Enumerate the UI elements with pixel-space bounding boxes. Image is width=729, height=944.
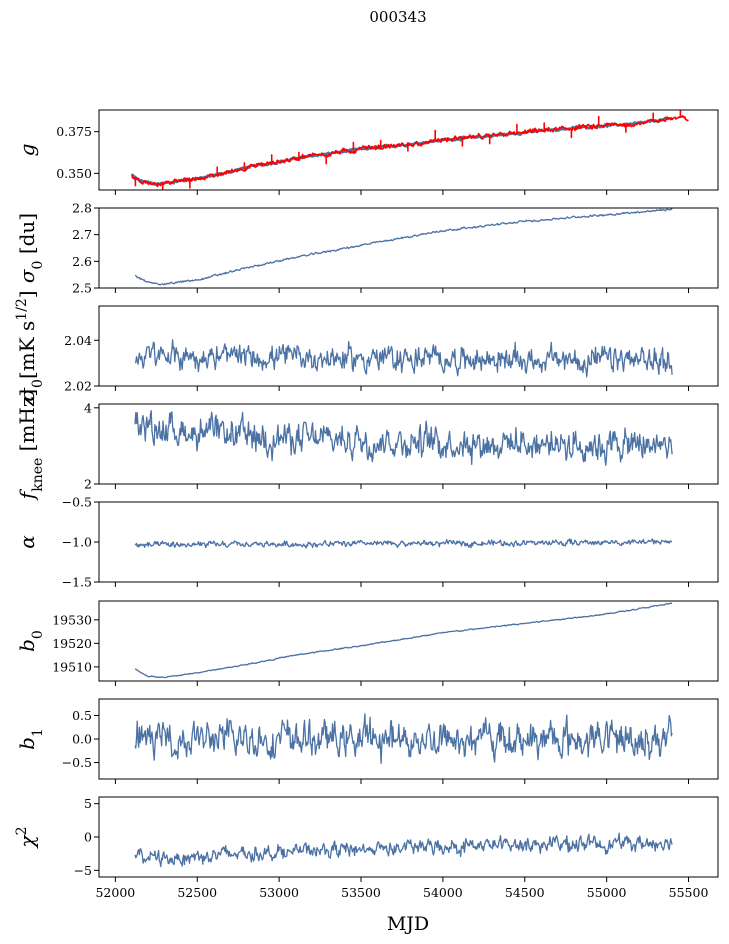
y-axis-label-part: σ — [15, 268, 39, 283]
x-tick-label: 54500 — [505, 885, 545, 900]
y-tick-label: 2.6 — [72, 254, 92, 269]
y-tick-label: 0.0 — [72, 732, 92, 747]
y-tick-label: −0.5 — [62, 755, 92, 770]
panel-7: −0.5 0.0 0.5 b1 — [15, 698, 719, 784]
y-axis-label-part: 0 — [30, 261, 46, 270]
y-axis-label: b1 — [15, 728, 46, 750]
x-tick-label: 54000 — [423, 885, 463, 900]
y-tick-label: 19520 — [52, 636, 92, 651]
series-line-1 — [134, 339, 673, 378]
y-tick-label: −5 — [74, 863, 92, 878]
x-axis-label: MJD — [387, 913, 429, 935]
x-tick-label: 52500 — [177, 885, 217, 900]
y-tick-label: 19530 — [52, 612, 92, 627]
y-axis-label: α — [15, 535, 39, 549]
y-tick-label: 2.8 — [72, 201, 92, 216]
y-axis-label-part: b — [15, 639, 39, 652]
figure-title: 000343 — [369, 8, 426, 26]
y-tick-label: 0.375 — [56, 124, 92, 139]
series-line-1 — [134, 832, 673, 868]
y-tick-label: 0.350 — [56, 166, 92, 181]
panel-8: −5 0 5 52000 52500 53000 53500 54000 54500 55000 5… — [14, 796, 719, 900]
axes-frame — [98, 796, 719, 878]
y-tick-label: 0.5 — [72, 708, 92, 723]
x-tick-label: 53000 — [259, 885, 299, 900]
x-tick-label: 53500 — [341, 885, 381, 900]
y-axis-label-part: χ — [15, 834, 39, 850]
y-tick-label: 4 — [84, 400, 92, 415]
y-axis-label-part: 2 — [14, 826, 30, 835]
x-tick-label: 52000 — [95, 885, 135, 900]
y-axis-label: fknee [mHz] — [15, 389, 46, 501]
panel-5: −1.5 −1.0 −0.5 α — [15, 495, 719, 590]
y-axis-label-part: 0 — [30, 630, 46, 639]
y-axis-label-part: [mHz] — [15, 389, 39, 458]
x-tick-label: 55500 — [669, 885, 709, 900]
axes-frame — [98, 403, 719, 485]
y-tick-label: 5 — [84, 796, 92, 811]
y-axis-label-part: 1/2 — [14, 298, 30, 321]
axes-frame — [98, 207, 719, 289]
panel-2: 2.5 2.6 2.7 2.8 σ0 [du] — [15, 201, 719, 296]
y-axis-label-part: knee — [30, 458, 46, 492]
y-axis-label: σ0 [du] — [15, 213, 46, 283]
y-axis-label-part: b — [15, 737, 39, 750]
y-axis-label-part: g — [15, 144, 39, 157]
series-line-1 — [134, 538, 673, 549]
panel-4: 2 4 fknee [mHz] — [15, 389, 719, 501]
y-axis-label-part: 1 — [30, 728, 46, 737]
y-axis-label-part: ] — [15, 290, 39, 298]
panel-1: 0.350 0.375 g — [15, 109, 719, 195]
y-tick-label: 0 — [84, 830, 92, 845]
series-line-1 — [134, 713, 673, 764]
series-line-2 — [131, 110, 689, 190]
y-tick-label: 2.02 — [64, 379, 92, 394]
y-axis-label: χ2 — [14, 826, 39, 849]
y-axis-label: b0 — [15, 630, 46, 652]
y-tick-label: 2.7 — [72, 227, 92, 242]
y-axis-label-part: 0 — [30, 379, 46, 388]
panel-6: 19510 19520 19530 b0 — [15, 600, 719, 686]
axes-frame — [98, 305, 719, 387]
y-axis-label-part: α — [15, 535, 39, 549]
y-axis-label: σ0[mK s1/2] — [14, 290, 46, 401]
y-tick-label: 2.5 — [72, 281, 92, 296]
y-axis-label-part: [mK s — [15, 321, 39, 379]
panel-3: 2.02 2.04 σ0[mK s1/2] — [14, 290, 719, 402]
y-tick-label: −0.5 — [62, 495, 92, 510]
y-tick-label: −1.0 — [62, 535, 92, 550]
y-axis-label-part: σ — [15, 387, 39, 402]
series-line-1 — [134, 208, 673, 286]
y-axis-label: g — [15, 144, 39, 157]
axes-frame — [98, 109, 719, 191]
y-tick-label: 19510 — [52, 659, 92, 674]
axes-frame — [98, 600, 719, 682]
series-line-1 — [134, 410, 673, 466]
y-tick-label: 2.04 — [64, 333, 92, 348]
x-tick-label: 55000 — [587, 885, 627, 900]
y-tick-label: 2 — [84, 477, 92, 492]
series-line-1 — [134, 602, 673, 679]
y-axis-label-part: [du] — [15, 213, 39, 261]
y-tick-label: −1.5 — [62, 575, 92, 590]
